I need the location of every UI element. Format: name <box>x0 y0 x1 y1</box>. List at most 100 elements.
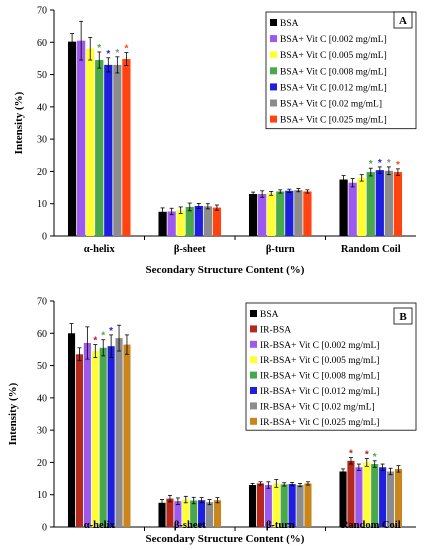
y-tick-label: 60 <box>37 329 47 340</box>
y-tick-label: 20 <box>37 458 47 469</box>
legend-swatch <box>270 19 277 26</box>
significance-marker: * <box>101 331 105 342</box>
bar <box>248 485 257 527</box>
bar <box>123 344 131 527</box>
significance-marker: * <box>369 159 373 170</box>
significance-marker: * <box>109 326 113 337</box>
x-axis-title: Secondary Structure Content (%) <box>146 533 305 545</box>
bar <box>115 338 123 527</box>
legend: BSA BSA+ Vit C [0.002 mg/mL] BSA+ Vit C [0… <box>265 11 417 130</box>
bar <box>264 485 272 527</box>
bar <box>339 471 347 527</box>
legend-swatch <box>270 51 277 59</box>
legend-label: IR-BSA+ Vit C [0.012 mg/mL] <box>260 387 379 397</box>
legend-label: IR-BSA+ Vit C [0.02 mg/mL] <box>260 402 375 412</box>
bar <box>86 48 95 236</box>
significance-marker: * <box>387 158 391 169</box>
legend-label: BSA <box>280 19 299 29</box>
bar <box>198 500 206 527</box>
significance-marker: * <box>378 158 382 169</box>
panel-label: B <box>399 311 407 323</box>
bar <box>166 498 174 527</box>
bar <box>182 499 190 527</box>
bar <box>339 179 348 236</box>
legend-label: BSA+ Vit C [0.002 mg/mL] <box>280 35 387 45</box>
bar <box>212 207 222 236</box>
y-tick-label: 50 <box>37 70 47 81</box>
bar <box>167 211 176 236</box>
x-tick-label: Random Coil <box>341 244 401 255</box>
x-tick-label: Random Coil <box>341 520 401 531</box>
bar <box>77 40 86 236</box>
legend-label: BSA <box>260 310 279 320</box>
bar <box>75 354 84 527</box>
significance-marker: * <box>373 452 377 463</box>
legend-label: BSA+ Vit C [0.012 mg/mL] <box>280 83 387 93</box>
significance-marker: * <box>115 48 119 59</box>
bar <box>280 484 288 527</box>
legend-label: IR-BSA+ Vit C [0.025 mg/mL] <box>260 418 379 428</box>
bar <box>176 210 185 236</box>
bar <box>122 59 131 237</box>
bar <box>272 483 280 527</box>
bar <box>113 64 122 236</box>
y-tick-label: 30 <box>37 426 47 437</box>
bar <box>91 351 99 527</box>
legend-swatch <box>250 387 257 394</box>
legend-label: BSA+ Vit C [0.02 mg/mL] <box>280 100 382 110</box>
y-tick-label: 20 <box>37 167 47 178</box>
legend-swatch <box>270 99 277 107</box>
bar <box>203 206 212 236</box>
legend-swatch <box>250 310 257 317</box>
bar <box>386 471 395 527</box>
x-tick-label: β-sheet <box>174 520 206 531</box>
bar <box>104 64 113 236</box>
bar <box>363 462 371 527</box>
bar <box>67 333 76 527</box>
y-tick-label: 10 <box>37 490 47 501</box>
y-tick-label: 40 <box>37 393 47 404</box>
significance-marker: * <box>106 49 110 60</box>
significance-marker: * <box>97 43 101 54</box>
y-tick-label: 70 <box>37 297 47 308</box>
y-tick-label: 10 <box>37 199 47 210</box>
bar <box>107 346 115 527</box>
y-tick-label: 40 <box>37 102 47 113</box>
bar <box>288 484 296 527</box>
x-tick-label: α-helix <box>84 244 116 255</box>
bar <box>296 485 304 527</box>
bar <box>174 501 182 527</box>
legend-swatch <box>250 325 257 333</box>
bar <box>83 342 91 527</box>
bar <box>375 170 384 236</box>
legend-label: BSA+ Vit C [0.005 mg/mL] <box>280 51 387 61</box>
panel-label-box <box>393 11 413 29</box>
y-tick-label: 0 <box>42 232 47 243</box>
chart-panel-a: 0 10 20 30 40 50 60 70 Intensity (%) * * * * α-helix β… <box>13 6 417 276</box>
bar <box>348 182 357 236</box>
significance-marker: * <box>124 44 128 55</box>
x-tick-label: α-helix <box>84 520 116 531</box>
bar <box>384 170 393 236</box>
legend-label: BSA+ Vit C [0.025 mg/mL] <box>280 116 387 126</box>
legend-label: IR-BSA+ Vit C [0.005 mg/mL] <box>260 356 379 366</box>
y-tick-label: 70 <box>37 6 47 17</box>
legend-swatch <box>270 35 277 43</box>
legend-label: BSA+ Vit C [0.008 mg/mL] <box>280 67 387 77</box>
bar <box>67 41 77 236</box>
bar <box>256 483 265 527</box>
y-axis-title: Intensity (%) <box>13 91 25 154</box>
legend-label: IR-BSA+ Vit C [0.008 mg/mL] <box>260 372 379 382</box>
legend-swatch <box>270 67 277 75</box>
bar <box>185 206 194 236</box>
bar <box>248 194 258 236</box>
y-tick-label: 60 <box>37 38 47 49</box>
legend-swatch <box>250 356 257 364</box>
legend-swatch <box>250 417 257 425</box>
bar <box>194 205 203 236</box>
y-tick-label: 30 <box>37 135 47 146</box>
bar <box>394 468 403 527</box>
y-tick-label: 0 <box>42 523 47 534</box>
legend-label: IR-BSA <box>260 325 291 335</box>
